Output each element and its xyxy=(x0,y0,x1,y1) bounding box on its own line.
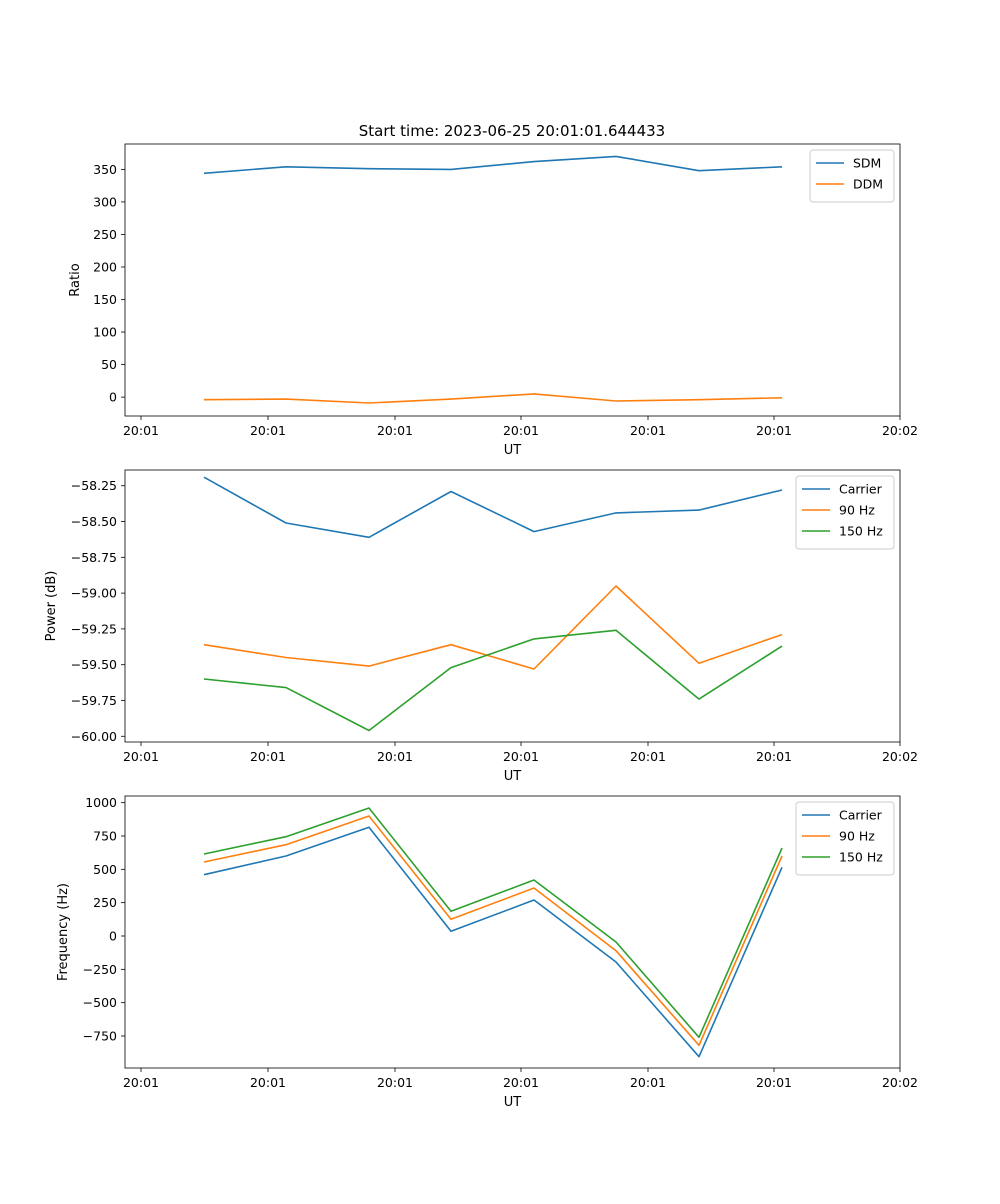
x-tick-label: 20:01 xyxy=(123,1075,159,1090)
x-tick-label: 20:02 xyxy=(882,423,918,438)
axes-frame xyxy=(124,143,901,417)
y-tick-label: 300 xyxy=(93,194,117,209)
y-tick-label: 100 xyxy=(93,325,117,340)
y-tick-label: 0 xyxy=(109,929,117,944)
power-panel: 20:01 20:01 20:01 20:01 20:01 20:01 20:02 −60.0… xyxy=(44,469,918,784)
y-axis-label: Frequency (Hz) xyxy=(56,883,71,981)
y-tick-label: −59.25 xyxy=(71,621,117,636)
y-tick-label: 200 xyxy=(93,259,117,274)
legend-label: DDM xyxy=(853,177,883,192)
x-tick-label: 20:01 xyxy=(377,423,413,438)
series-line-carrier xyxy=(203,826,783,1058)
series-line-90-hz xyxy=(203,585,783,670)
x-tick-label: 20:01 xyxy=(123,749,159,764)
y-tick-label: −58.75 xyxy=(71,550,117,565)
y-tick-label: 500 xyxy=(93,862,117,877)
axes-frame xyxy=(124,469,901,743)
y-tick-label: 350 xyxy=(93,162,117,177)
legend-label: 90 Hz xyxy=(839,829,875,844)
x-tick-label: 20:01 xyxy=(123,423,159,438)
series-line-150-hz xyxy=(203,807,783,1039)
y-tick-label: −60.00 xyxy=(71,729,117,744)
x-tick-label: 20:02 xyxy=(882,1075,918,1090)
legend-label: Carrier xyxy=(839,482,883,497)
y-tick-label: 50 xyxy=(101,357,117,372)
figure-title: Start time: 2023-06-25 20:01:01.644433 xyxy=(359,122,665,140)
legend-label: Carrier xyxy=(839,808,883,823)
series-line-sdm xyxy=(203,155,783,175)
y-tick-label: −59.75 xyxy=(71,693,117,708)
y-tick-label: 250 xyxy=(93,895,117,910)
x-tick-label: 20:01 xyxy=(630,749,666,764)
legend-label: 90 Hz xyxy=(839,503,875,518)
legend-label: SDM xyxy=(853,156,881,171)
y-tick-label: −59.00 xyxy=(71,586,117,601)
x-tick-label: 20:01 xyxy=(503,423,539,438)
x-tick-label: 20:01 xyxy=(250,749,286,764)
y-tick-label: 0 xyxy=(109,390,117,405)
x-tick-label: 20:01 xyxy=(377,1075,413,1090)
y-tick-label: −58.50 xyxy=(71,514,117,529)
y-tick-label: −250 xyxy=(83,962,117,977)
x-axis-label: UT xyxy=(504,443,522,458)
x-tick-label: 20:01 xyxy=(756,423,792,438)
x-tick-label: 20:01 xyxy=(250,423,286,438)
y-axis-label: Power (dB) xyxy=(44,571,59,642)
series-line-ddm xyxy=(203,393,783,404)
x-axis-label: UT xyxy=(504,769,522,784)
legend-label: 150 Hz xyxy=(839,850,883,865)
y-tick-label: −750 xyxy=(83,1029,117,1044)
x-tick-label: 20:01 xyxy=(756,749,792,764)
x-tick-label: 20:01 xyxy=(503,749,539,764)
y-tick-label: −59.50 xyxy=(71,657,117,672)
axes-frame xyxy=(124,795,901,1069)
x-tick-label: 20:02 xyxy=(882,749,918,764)
legend-label: 150 Hz xyxy=(839,524,883,539)
frequency-panel: 20:01 20:01 20:01 20:01 20:01 20:01 20:02 −750 −… xyxy=(56,795,918,1110)
series-line-90-hz xyxy=(203,815,783,1047)
x-tick-label: 20:01 xyxy=(250,1075,286,1090)
series-line-carrier xyxy=(203,476,783,539)
x-tick-label: 20:01 xyxy=(630,1075,666,1090)
y-axis-label: Ratio xyxy=(68,263,83,296)
y-tick-label: 250 xyxy=(93,227,117,242)
x-axis-label: UT xyxy=(504,1095,522,1110)
x-tick-label: 20:01 xyxy=(630,423,666,438)
y-tick-label: 750 xyxy=(93,829,117,844)
y-tick-label: −58.25 xyxy=(71,478,117,493)
x-tick-label: 20:01 xyxy=(377,749,413,764)
x-tick-label: 20:01 xyxy=(503,1075,539,1090)
y-tick-label: −500 xyxy=(83,995,117,1010)
series-line-150-hz xyxy=(203,629,783,732)
ratio-panel: 20:01 20:01 20:01 20:01 20:01 20:01 20:02 0 50 10… xyxy=(68,143,918,458)
x-tick-label: 20:01 xyxy=(756,1075,792,1090)
y-tick-label: 150 xyxy=(93,292,117,307)
y-tick-label: 1000 xyxy=(85,795,117,810)
